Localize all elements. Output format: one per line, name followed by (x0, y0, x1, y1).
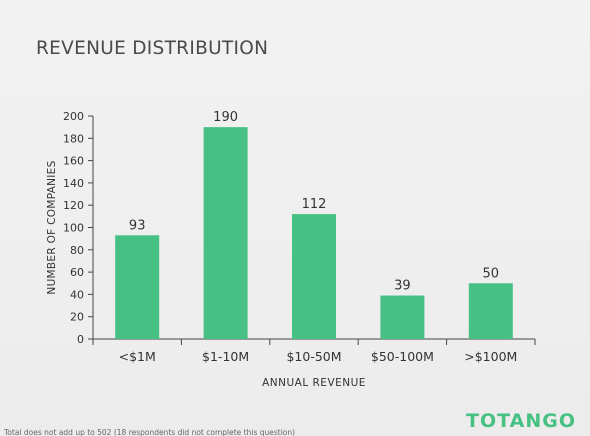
y-tick-label: 160 (63, 155, 84, 168)
totango-logo: TOTANGO (466, 410, 576, 432)
x-tick-label: $50-100M (371, 349, 434, 364)
data-label: 112 (302, 197, 327, 212)
y-tick-label: 60 (70, 266, 84, 279)
data-label: 93 (129, 218, 146, 233)
x-tick-label: >$100M (464, 349, 517, 364)
x-axis-title: ANNUAL REVENUE (262, 377, 366, 389)
page-title: REVENUE DISTRIBUTION (36, 38, 269, 59)
data-label: 190 (213, 110, 238, 125)
y-tick-label: 120 (63, 199, 84, 212)
data-label: 50 (483, 266, 500, 281)
y-tick-label: 0 (77, 333, 84, 346)
y-tick-label: 40 (70, 288, 84, 301)
y-tick-label: 20 (70, 311, 84, 324)
y-tick-label: 140 (63, 177, 84, 190)
y-tick-label: 100 (63, 222, 84, 235)
plot-area: 0 20 40 60 80 100 120 140 160 180 200 93 <$1M 190 $1-1… (46, 110, 536, 389)
y-tick-label: 180 (63, 132, 84, 145)
x-tick-label: $10-50M (286, 349, 341, 364)
y-tick-label: 80 (70, 244, 84, 257)
data-label: 39 (394, 279, 411, 294)
bar (115, 235, 160, 339)
x-tick-label: <$1M (119, 349, 156, 364)
x-tick-label: $1-10M (202, 349, 249, 364)
bar (380, 295, 425, 339)
bar (292, 214, 336, 339)
y-tick-label: 200 (63, 110, 84, 123)
footnote: Total does not add up to 502 (18 respond… (4, 428, 296, 436)
bar (203, 127, 248, 340)
y-axis-title: NUMBER OF COMPANIES (46, 160, 58, 294)
bar (468, 283, 513, 339)
